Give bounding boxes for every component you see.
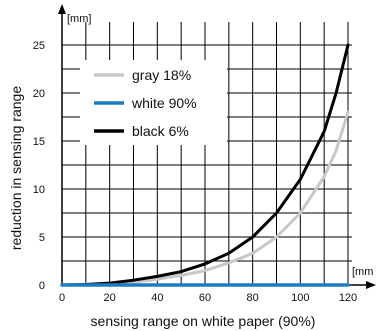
y-tick-label: 25 (33, 40, 45, 52)
x-axis-arrow (366, 281, 376, 289)
axes (58, 4, 376, 289)
y-tick-label: 0 (39, 280, 45, 292)
legend: gray 18% white 90% black 6% (80, 60, 227, 145)
x-tick-label: 80 (247, 292, 259, 304)
x-unit-label: [mm (352, 266, 373, 278)
x-axis-title: sensing range on white paper (90%) (91, 313, 316, 329)
series-line-black (60, 43, 350, 287)
legend-label-black: black 6% (132, 123, 189, 139)
y-tick-label: 5 (39, 232, 45, 244)
legend-label-gray: gray 18% (132, 67, 191, 83)
legend-label-white: white 90% (131, 95, 197, 111)
y-axis-arrow (58, 4, 66, 14)
series-lines (60, 43, 350, 287)
y-tick-label: 15 (33, 136, 45, 148)
x-tick-label: 40 (151, 292, 163, 304)
x-tick-label: 0 (59, 292, 65, 304)
tick-labels: 0 20 40 60 80 100 120 0 5 10 15 20 25 (33, 40, 357, 304)
y-unit-label: [mm] (67, 13, 91, 25)
x-tick-label: 100 (291, 292, 309, 304)
x-tick-label: 60 (199, 292, 211, 304)
y-axis-title: reduction in sensing range (8, 86, 24, 250)
x-tick-label: 20 (104, 292, 116, 304)
y-tick-label: 20 (33, 88, 45, 100)
y-tick-label: 10 (33, 184, 45, 196)
x-tick-label: 120 (339, 292, 357, 304)
